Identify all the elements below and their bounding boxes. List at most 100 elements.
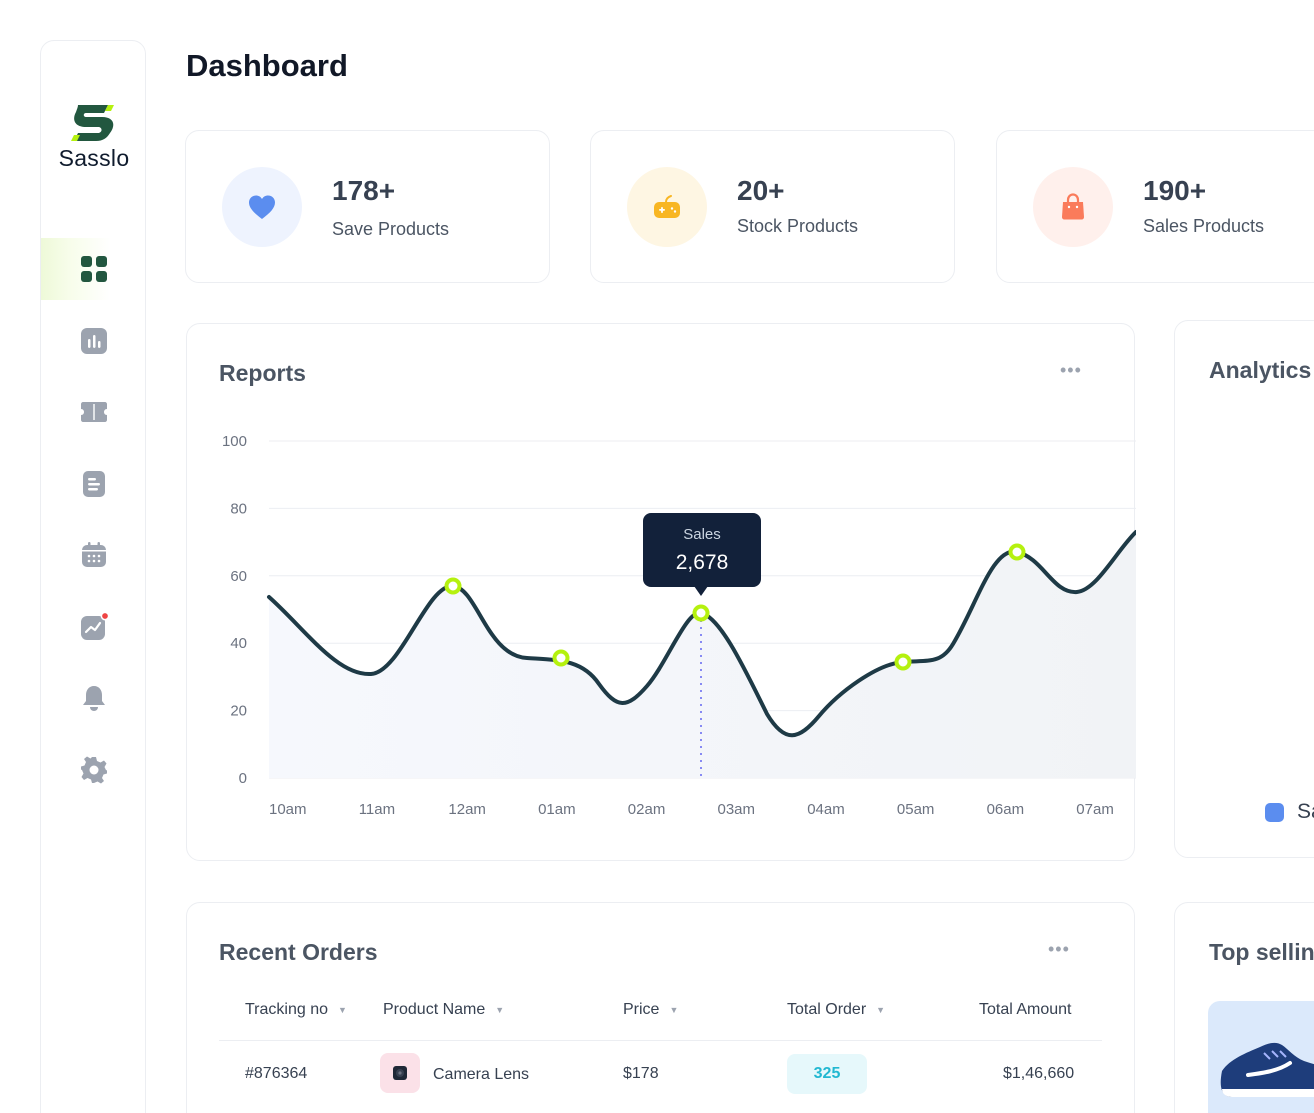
- camera-lens-icon: [393, 1066, 407, 1080]
- sort-caret-icon: ▼: [876, 1005, 886, 1015]
- trend-chart-icon: [81, 612, 109, 640]
- tooltip-label: Sales: [683, 526, 721, 543]
- y-axis-ticks: 0 20 40 60 80 100: [222, 433, 247, 787]
- sidebar-item-tickets[interactable]: [41, 381, 147, 443]
- y-tick-label: 100: [222, 433, 247, 450]
- x-tick-label: 02am: [628, 801, 666, 818]
- column-header-total-order[interactable]: Total Order ▼: [787, 1001, 885, 1019]
- sort-caret-icon: ▼: [495, 1005, 505, 1015]
- stat-label: Save Products: [332, 219, 450, 239]
- y-tick-label: 60: [230, 568, 247, 585]
- sidebar-item-dashboard[interactable]: [41, 238, 111, 300]
- x-tick-label: 07am: [1076, 801, 1114, 818]
- reports-title: Reports: [219, 360, 306, 386]
- orders-more-menu-icon[interactable]: •••: [1048, 939, 1070, 959]
- reports-panel: Reports ••• 0 20 40 60 80 100 10am 11am 12am 01a…: [186, 323, 1136, 861]
- brand-mark-icon: [71, 105, 114, 141]
- tooltip-value: 2,678: [676, 551, 729, 574]
- column-header-label: Product Name: [383, 1001, 486, 1018]
- x-tick-label: 03am: [718, 801, 756, 818]
- y-tick-label: 20: [230, 703, 247, 720]
- x-tick-label: 10am: [269, 801, 307, 818]
- stat-card-sales-products[interactable]: 190+ Sales Products: [996, 130, 1314, 283]
- cell-price: $178: [623, 1065, 659, 1082]
- column-header-label: Price: [623, 1001, 660, 1018]
- column-header-price[interactable]: Price ▼: [623, 1001, 678, 1019]
- brand-logo[interactable]: Sasslo: [41, 103, 147, 172]
- y-tick-label: 80: [230, 500, 247, 517]
- sidebar: Sasslo: [40, 40, 146, 1113]
- tooltip-pointer: [694, 586, 708, 596]
- document-icon: [83, 471, 105, 497]
- reports-more-menu-icon[interactable]: •••: [1060, 360, 1082, 380]
- column-header-label: Tracking no: [245, 1001, 328, 1018]
- sneaker-icon: [1220, 1042, 1314, 1097]
- sales-tooltip: Sales 2,678: [643, 513, 761, 596]
- dashboard-grid-icon: [81, 256, 107, 282]
- series-marker-point[interactable]: [1008, 543, 1026, 561]
- sidebar-item-calendar[interactable]: [41, 524, 147, 586]
- recent-orders-title: Recent Orders: [219, 939, 378, 965]
- shopping-bag-icon: [1062, 193, 1084, 220]
- gamepad-icon: [654, 195, 680, 218]
- table-header-divider: [219, 1040, 1102, 1041]
- stat-value: 20+: [737, 175, 785, 206]
- series-marker-point[interactable]: [444, 577, 462, 595]
- x-tick-label: 12am: [448, 801, 486, 818]
- x-tick-label: 06am: [987, 801, 1025, 818]
- stat-card-stock-products[interactable]: 20+ Stock Products: [590, 130, 955, 283]
- recent-orders-panel: Recent Orders ••• Tracking no ▼ Product …: [186, 902, 1135, 1113]
- stat-value: 190+: [1143, 175, 1207, 206]
- stat-label: Stock Products: [737, 216, 859, 236]
- analytics-title: Analytics: [1209, 357, 1312, 383]
- cell-total-order-badge: 325: [787, 1054, 867, 1094]
- sort-caret-icon: ▼: [669, 1005, 679, 1015]
- sidebar-item-reports[interactable]: [41, 310, 147, 372]
- stat-label: Sales Products: [1143, 216, 1265, 236]
- settings-gear-icon: [81, 756, 107, 784]
- top-selling-panel: Top sellin: [1174, 902, 1314, 1113]
- cell-total-amount: $1,46,660: [1003, 1065, 1075, 1082]
- x-axis-ticks: 10am 11am 12am 01am 02am 03am 04am 05am 06am 07am: [269, 801, 1114, 818]
- series-markers: [444, 543, 1026, 671]
- column-header-total-amount[interactable]: Total Amount: [979, 1001, 1072, 1019]
- analytics-panel: Analytics Sa: [1174, 320, 1314, 858]
- stat-value: 178+: [332, 175, 396, 206]
- product-thumbnail: [380, 1053, 420, 1093]
- notification-dot: [100, 612, 109, 621]
- brand-name: Sasslo: [58, 145, 130, 171]
- stat-icon-circle: [1033, 167, 1113, 247]
- stat-card-save-products[interactable]: 178+ Save Products: [185, 130, 550, 283]
- x-tick-label: 05am: [897, 801, 935, 818]
- column-header-tracking[interactable]: Tracking no ▼: [245, 1001, 347, 1019]
- column-header-product[interactable]: Product Name ▼: [383, 1001, 504, 1019]
- chart-area-fill: [269, 532, 1136, 778]
- legend-swatch: [1265, 803, 1284, 822]
- sidebar-item-notifications[interactable]: [41, 667, 147, 729]
- sidebar-item-analytics[interactable]: [41, 596, 147, 658]
- x-tick-label: 04am: [807, 801, 845, 818]
- cell-product-name: Camera Lens: [433, 1066, 530, 1083]
- column-header-label: Total Amount: [979, 1001, 1072, 1018]
- top-selling-title: Top sellin: [1209, 939, 1314, 965]
- legend-label: Sa: [1297, 800, 1314, 823]
- ticket-icon: [81, 402, 107, 422]
- page-title: Dashboard: [186, 48, 348, 83]
- series-marker-point[interactable]: [894, 653, 912, 671]
- column-header-label: Total Order: [787, 1001, 867, 1018]
- calendar-icon: [82, 542, 106, 567]
- reports-line-chart: 0 20 40 60 80 100 10am 11am 12am 01am 02am 03am 04a…: [222, 433, 1136, 818]
- x-tick-label: 11am: [359, 801, 395, 818]
- stat-icon-circle: [222, 167, 302, 247]
- stat-icon-circle: [627, 167, 707, 247]
- tooltip-box: [643, 513, 761, 587]
- top-product-image[interactable]: [1208, 1001, 1314, 1113]
- series-marker-point[interactable]: [692, 604, 710, 622]
- y-tick-label: 0: [239, 770, 247, 787]
- sidebar-item-documents[interactable]: [41, 453, 147, 515]
- x-tick-label: 01am: [538, 801, 576, 818]
- cell-tracking: #876364: [245, 1065, 308, 1082]
- series-marker-point[interactable]: [552, 649, 570, 667]
- sidebar-item-settings[interactable]: [41, 739, 147, 801]
- y-tick-label: 40: [230, 635, 247, 652]
